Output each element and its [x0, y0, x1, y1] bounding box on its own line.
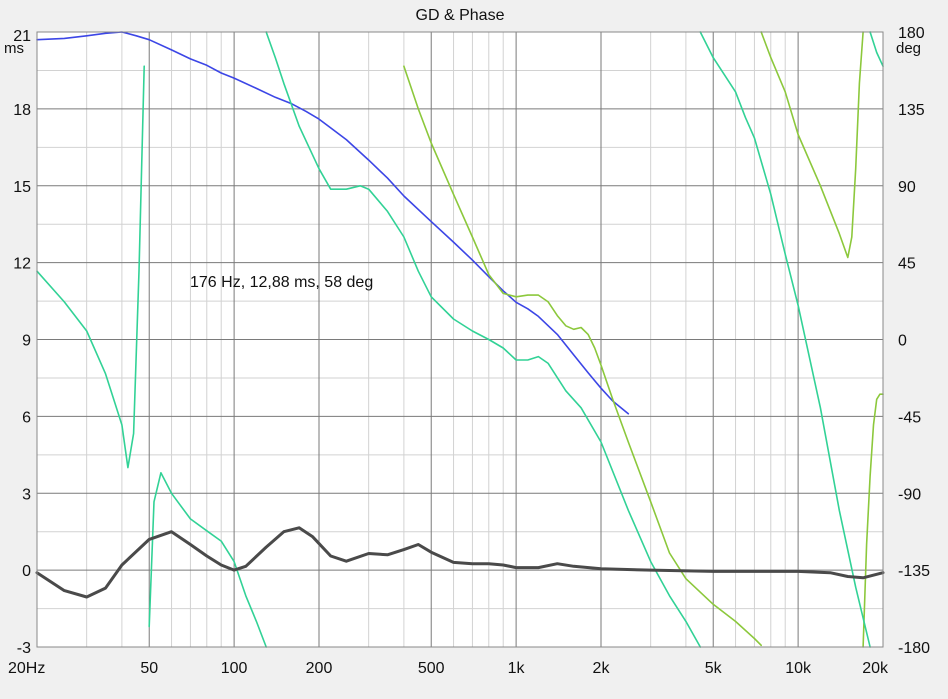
- y-left-tick-label: 0: [22, 563, 31, 580]
- chart-title: GD & Phase: [416, 7, 505, 24]
- phase-teal-line: [36, 31, 884, 648]
- y-right-tick-label: 45: [898, 256, 916, 273]
- left-unit-label: ms: [4, 40, 24, 57]
- x-tick-label: 20k: [862, 660, 889, 677]
- y-left-tick-label: 15: [13, 179, 31, 196]
- y-right-tick-label: 0: [898, 333, 907, 350]
- y-left-tick-label: 3: [22, 486, 31, 503]
- group-delay-dark-line: [35, 526, 885, 599]
- right-unit-label: deg: [896, 40, 921, 57]
- y-right-tick-label: 180: [898, 25, 925, 42]
- x-tick-label: 50: [140, 660, 158, 677]
- y-left-tick-label: 6: [22, 409, 31, 426]
- y-right-tick-label: -180: [898, 640, 930, 657]
- x-tick-label: 10k: [785, 660, 812, 677]
- x-tick-label: 100: [221, 660, 248, 677]
- group-delay-blue-line: [36, 31, 630, 415]
- y-left-tick-label: 18: [13, 102, 31, 119]
- y-left-tick-label: 21: [13, 28, 31, 45]
- cursor-readout: 176 Hz, 12,88 ms, 58 deg: [190, 274, 373, 291]
- y-right-tick-label: 135: [898, 102, 925, 119]
- x-tick-label: 2k: [593, 660, 611, 677]
- y-right-tick-label: -45: [898, 409, 921, 426]
- x-tick-label: 500: [418, 660, 445, 677]
- y-left-tick-label: 9: [22, 333, 31, 350]
- x-tick-label: 1k: [508, 660, 526, 677]
- y-right-tick-label: -135: [898, 563, 930, 580]
- x-tick-label: 200: [306, 660, 333, 677]
- y-right-tick-label: 90: [898, 179, 916, 196]
- y-right-tick-label: -90: [898, 486, 921, 503]
- y-left-tick-label: -3: [17, 640, 31, 657]
- y-left-tick-label: 12: [13, 256, 31, 273]
- x-tick-label: 20Hz: [8, 660, 45, 677]
- x-tick-label: 5k: [705, 660, 723, 677]
